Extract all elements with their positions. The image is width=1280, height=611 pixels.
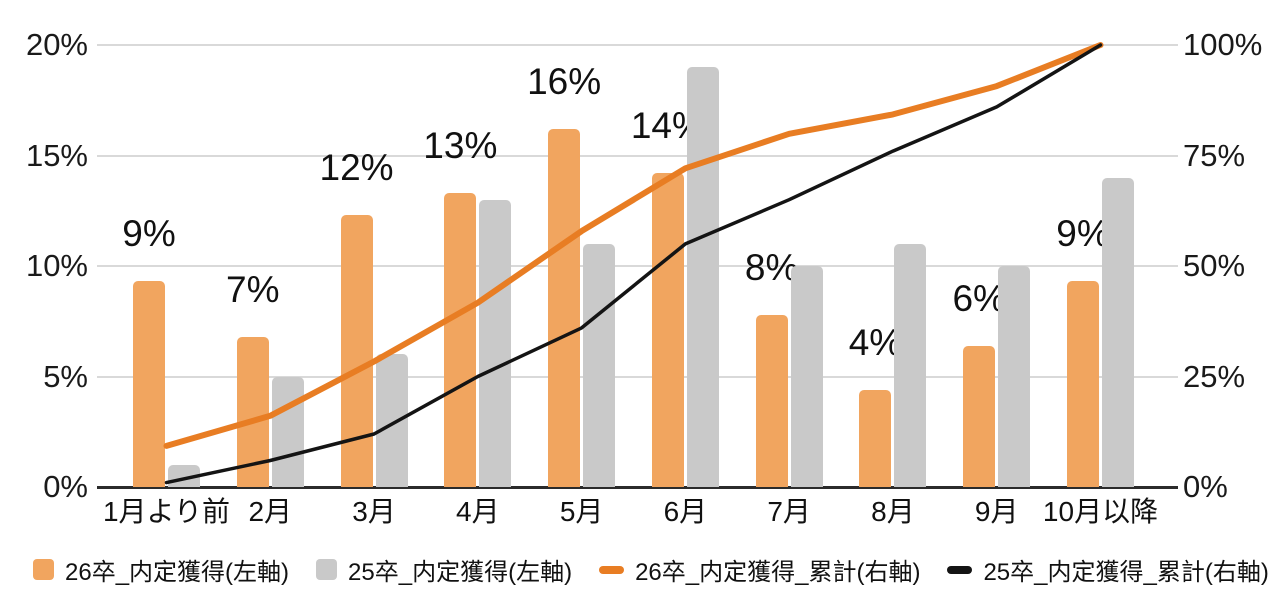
bar-data-label: 9%: [122, 213, 176, 255]
x-category-label: 9月: [974, 496, 1019, 527]
bar-26grad: [133, 281, 165, 487]
x-category-label: 3月: [352, 496, 396, 527]
x-category-label: 1月より前: [102, 496, 230, 527]
bar-data-label: 7%: [226, 268, 280, 310]
bar-25grad: [168, 464, 200, 487]
legend-label: 26卒_内定獲得(左軸): [65, 559, 290, 586]
bar-26grad: [963, 345, 996, 487]
x-category-label: 8月: [871, 496, 915, 527]
left-axis-tick-label: 15%: [25, 137, 88, 173]
bar-26grad: [236, 336, 269, 487]
legend-line-icon: [599, 565, 625, 574]
left-axis-tick-label: 0%: [43, 469, 88, 504]
bar-25grad: [686, 67, 719, 487]
bar-25grad: [583, 243, 616, 487]
legend-swatch-icon: [316, 559, 338, 580]
bar-26grad: [548, 128, 581, 487]
legend-label: 25卒_内定獲得(左軸): [348, 559, 573, 586]
legend-label: 25卒_内定獲得_累計(右軸): [983, 559, 1269, 586]
bar-data-label: 16%: [527, 60, 602, 102]
legend-item: 25卒_内定獲得_累計(右軸): [947, 552, 1269, 587]
legend-item: 26卒_内定獲得_累計(右軸): [599, 552, 920, 587]
legend-swatch-icon: [33, 559, 54, 580]
bar-25grad: [479, 199, 512, 487]
legend-item: 26卒_内定獲得(左軸): [33, 552, 289, 587]
right-axis-tick-label: 50%: [1183, 248, 1246, 283]
x-axis-line: [97, 486, 1178, 489]
x-category-label: 4月: [456, 496, 500, 527]
bar-26grad: [651, 173, 684, 487]
x-category-label: 2月: [248, 496, 293, 527]
right-axis-tick-label: 75%: [1183, 137, 1246, 173]
bar-26grad: [340, 215, 373, 487]
x-category-label: 7月: [767, 496, 811, 527]
legend-label: 26卒_内定獲得_累計(右軸): [635, 559, 921, 586]
right-axis-tick-label: 0%: [1183, 469, 1228, 504]
bar-data-label: 9%: [1056, 213, 1110, 255]
bar-26grad: [859, 389, 892, 487]
bar-25grad: [1102, 177, 1134, 487]
bar-25grad: [894, 243, 927, 487]
bar-25grad: [375, 354, 408, 487]
legend-item: 25卒_内定獲得(左軸): [316, 552, 572, 587]
bar-data-label: 14%: [630, 105, 705, 147]
legend: 26卒_内定獲得(左軸) 25卒_内定獲得(左軸) 26卒_内定獲得_累計(右軸) 2…: [33, 552, 1269, 587]
right-axis-tick-label: 25%: [1183, 358, 1246, 394]
bar-26grad: [1067, 281, 1099, 487]
bar-25grad: [790, 266, 823, 487]
bar-26grad: [444, 193, 477, 487]
left-axis-tick-label: 20%: [25, 27, 88, 62]
bar-26grad: [755, 314, 788, 487]
right-axis-tick-label: 100%: [1183, 27, 1263, 62]
bar-data-label: 13%: [423, 125, 498, 167]
bar-25grad: [998, 266, 1031, 487]
gridline: [97, 154, 1178, 157]
x-category-label: 10月以降: [1042, 496, 1159, 527]
x-category-label: 5月: [559, 496, 604, 527]
gridline: [97, 44, 1178, 46]
left-axis-tick-label: 5%: [43, 358, 88, 394]
legend-line-icon: [947, 565, 973, 574]
left-axis-tick-label: 10%: [25, 248, 88, 283]
bar-25grad: [271, 376, 304, 487]
x-category-label: 6月: [663, 496, 708, 527]
